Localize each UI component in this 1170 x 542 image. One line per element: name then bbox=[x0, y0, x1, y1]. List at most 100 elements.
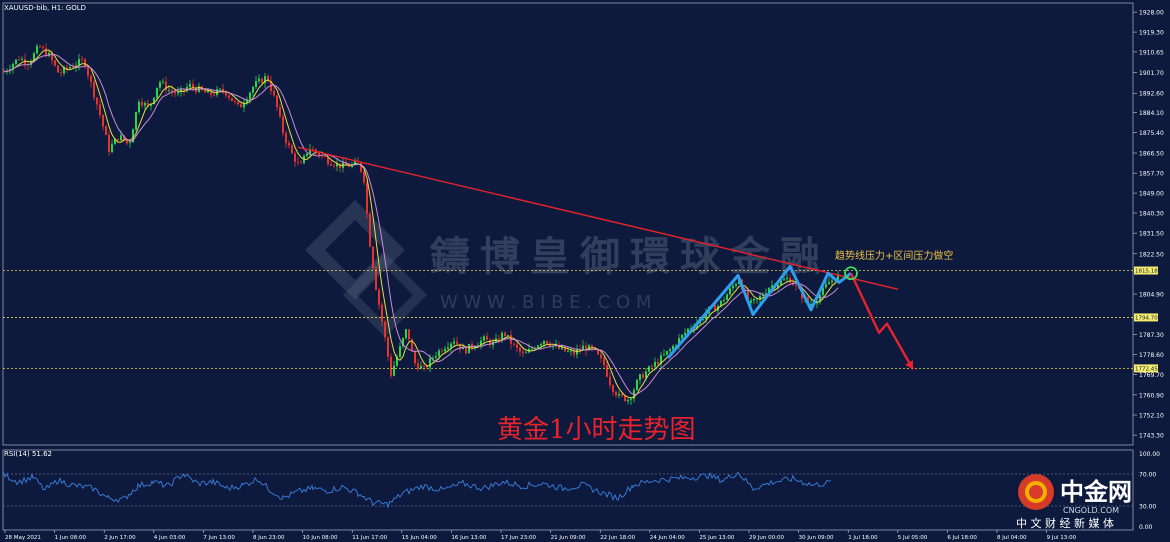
candle-body bbox=[354, 160, 356, 164]
logo-domain: CNGOLD.COM bbox=[1063, 506, 1119, 515]
price-panel-frame bbox=[2, 2, 1134, 446]
candle-body bbox=[366, 182, 368, 214]
candle-body bbox=[336, 163, 338, 167]
moving-average-layer bbox=[3, 49, 839, 399]
candle-body bbox=[513, 343, 515, 345]
candle-body bbox=[441, 350, 443, 352]
forecast-path bbox=[849, 272, 915, 370]
x-tick-label: 29 Jun 00:00 bbox=[749, 535, 784, 541]
candle-body bbox=[225, 90, 227, 96]
candle-body bbox=[15, 59, 17, 65]
candle-body bbox=[450, 343, 452, 348]
candle-body bbox=[621, 393, 623, 396]
candle-body bbox=[213, 94, 215, 96]
candle-body bbox=[582, 345, 584, 351]
candle-body bbox=[390, 356, 392, 376]
candle-body bbox=[423, 365, 425, 367]
candle-body bbox=[486, 336, 488, 340]
candle-body bbox=[417, 363, 419, 369]
candle-body bbox=[636, 379, 638, 390]
candle-body bbox=[606, 365, 608, 377]
candle-body bbox=[459, 343, 461, 350]
level-tag bbox=[1134, 313, 1158, 322]
candle-body bbox=[279, 107, 281, 117]
axis-layer: 1928.00 1919.30 1910.65 1901.70 1892.60 1884.… bbox=[4, 10, 1164, 541]
candle-body bbox=[99, 104, 101, 115]
candle-body bbox=[777, 284, 779, 288]
candle-body bbox=[378, 289, 380, 305]
rsi-tick-label: 100.00 bbox=[1139, 451, 1160, 458]
candle-body bbox=[507, 334, 509, 336]
candle-body bbox=[489, 339, 491, 346]
level-tag-label: 1794.70 bbox=[1135, 316, 1158, 322]
candle-body bbox=[57, 65, 59, 73]
candle-body bbox=[381, 304, 383, 322]
x-tick-label: 9 Jul 13:00 bbox=[1047, 535, 1077, 541]
candle-body bbox=[597, 349, 599, 355]
candle-body bbox=[474, 346, 476, 348]
candle-body bbox=[705, 313, 707, 320]
candle-body bbox=[96, 97, 98, 105]
candle-body bbox=[330, 163, 332, 166]
candle-body bbox=[753, 298, 755, 301]
candle-body bbox=[315, 149, 317, 153]
candle-body bbox=[786, 277, 788, 280]
symbol-label: XAUUSD-bib, H1: GOLD bbox=[4, 4, 86, 12]
candle-body bbox=[174, 91, 176, 94]
candle-body bbox=[411, 339, 413, 352]
candle-body bbox=[684, 332, 686, 335]
candle-body bbox=[504, 332, 506, 336]
y-tick-label: 1884.10 bbox=[1139, 110, 1164, 117]
candle-body bbox=[306, 153, 308, 156]
candle-body bbox=[135, 112, 137, 130]
candle-body bbox=[189, 84, 191, 87]
candle-body bbox=[222, 88, 224, 91]
candle-body bbox=[168, 90, 170, 91]
candle-body bbox=[132, 129, 134, 143]
candle-body bbox=[732, 285, 734, 289]
candle-body bbox=[108, 134, 110, 153]
candle-body bbox=[795, 285, 797, 286]
candle-body bbox=[759, 295, 761, 299]
candle-body bbox=[219, 88, 221, 90]
candle-body bbox=[573, 350, 575, 355]
candle-body bbox=[117, 138, 119, 141]
candle-body bbox=[294, 153, 296, 162]
candle-body bbox=[666, 351, 668, 355]
candle-body bbox=[462, 347, 464, 350]
short-note: 趋势线压力+区间压力做空 bbox=[835, 249, 953, 262]
candle-body bbox=[771, 285, 773, 289]
candle-body bbox=[237, 101, 239, 105]
rsi-panel-frame bbox=[2, 449, 1134, 531]
y-tick-label: 1752.10 bbox=[1139, 412, 1164, 419]
candle-body bbox=[624, 395, 626, 402]
candle-body bbox=[663, 354, 665, 356]
candle-body bbox=[828, 282, 830, 285]
resistance-marker bbox=[844, 266, 858, 281]
candle-body bbox=[324, 155, 326, 158]
y-tick-label: 1787.30 bbox=[1139, 332, 1164, 339]
candle-body bbox=[714, 305, 716, 311]
y-tick-label: 1840.30 bbox=[1139, 211, 1164, 218]
candle-body bbox=[645, 371, 647, 379]
y-tick-label: 1822.50 bbox=[1139, 251, 1164, 258]
candle-body bbox=[480, 340, 482, 346]
y-tick-label: 1743.30 bbox=[1139, 433, 1164, 440]
candle-body bbox=[501, 332, 503, 341]
candle-body bbox=[327, 157, 329, 164]
candle-body bbox=[111, 144, 113, 153]
x-tick-label: 1 Jul 18:00 bbox=[848, 535, 878, 541]
y-tick-label: 1849.00 bbox=[1139, 191, 1164, 198]
y-tick-label: 1901.70 bbox=[1139, 70, 1164, 77]
candle-body bbox=[54, 60, 56, 66]
level-tag-label: 1772.45 bbox=[1135, 367, 1158, 373]
candle-body bbox=[144, 102, 146, 106]
level-tag bbox=[1134, 364, 1158, 373]
logo-circle bbox=[1018, 474, 1054, 510]
candle-body bbox=[429, 358, 431, 368]
y-tick-label: 1831.50 bbox=[1139, 231, 1164, 238]
candle-body bbox=[477, 345, 479, 347]
candle-body bbox=[729, 288, 731, 295]
candle-body bbox=[546, 340, 548, 345]
